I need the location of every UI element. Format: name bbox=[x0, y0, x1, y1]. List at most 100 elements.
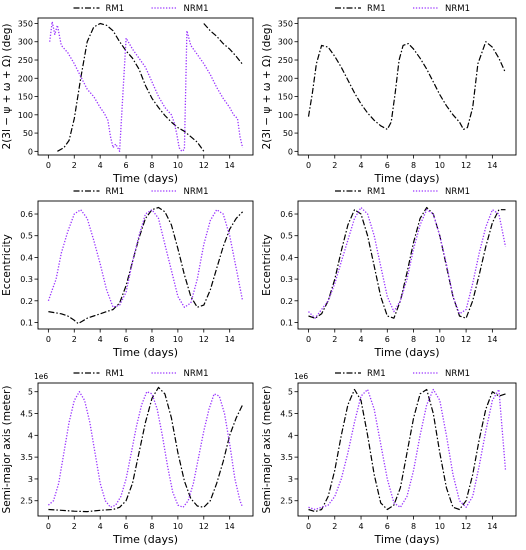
y-tick-label: 0.6 bbox=[280, 210, 293, 219]
y-tick-label: 3.5 bbox=[280, 453, 293, 462]
chart-panel-4: 0 2 4 6 8 10 12 14 0.1 0.2 0.3 0.4 0.5 0.6 Time (days)… bbox=[261, 187, 517, 359]
x-tick-label: 12 bbox=[461, 161, 471, 170]
y-tick-label: 4 bbox=[28, 431, 33, 440]
x-tick-label: 2 bbox=[332, 522, 337, 531]
y-tick-label: 150 bbox=[278, 93, 293, 102]
x-tick-label: 0 bbox=[46, 522, 51, 531]
x-tick-label: 8 bbox=[411, 522, 416, 531]
legend-label-rm1: RM1 bbox=[367, 369, 386, 379]
y-tick-label: 4.5 bbox=[20, 410, 33, 419]
y-tick-label: 0.5 bbox=[280, 232, 293, 241]
y-tick-label: 0 bbox=[28, 147, 33, 156]
x-axis-label: Time (days) bbox=[374, 346, 440, 359]
legend: RM1 NRM1 bbox=[73, 4, 209, 14]
x-axis-label: Time (days) bbox=[112, 172, 178, 185]
x-tick-label: 4 bbox=[358, 522, 363, 531]
series-line-rm1 bbox=[307, 41, 507, 130]
series-line-nrm1 bbox=[47, 209, 244, 308]
legend-label-nrm1: NRM1 bbox=[445, 187, 470, 197]
legend-label-nrm1: NRM1 bbox=[184, 4, 209, 14]
chart-panel-3: 0 2 4 6 8 10 12 14 0.1 0.2 0.3 0.4 0.5 0.6 Time (days)… bbox=[1, 187, 254, 359]
series-line-rm1 bbox=[48, 206, 244, 325]
y-tick-label: 5 bbox=[28, 388, 33, 397]
x-tick-label: 0 bbox=[306, 161, 311, 170]
legend-label-rm1: RM1 bbox=[367, 187, 386, 197]
x-tick-label: 0 bbox=[306, 335, 311, 344]
y-tick-label: 0.3 bbox=[20, 275, 33, 284]
x-tick-label: 6 bbox=[124, 335, 129, 344]
y-tick-label: 250 bbox=[278, 56, 293, 65]
y-tick-label: 0.2 bbox=[20, 297, 33, 306]
x-tick-label: 4 bbox=[358, 335, 363, 344]
plot-frame bbox=[37, 200, 254, 330]
x-axis-label: Time (days) bbox=[374, 533, 440, 546]
y-tick-label: 2.5 bbox=[280, 497, 293, 506]
x-tick-label: 4 bbox=[98, 161, 103, 170]
y-tick-label: 0.4 bbox=[20, 253, 33, 262]
x-tick-label: 6 bbox=[385, 335, 390, 344]
x-tick-label: 14 bbox=[225, 161, 235, 170]
x-tick-label: 0 bbox=[46, 335, 51, 344]
y-tick-label: 150 bbox=[18, 93, 33, 102]
y-tick-label: 0.3 bbox=[280, 275, 293, 284]
chart-panel-1: 0 2 4 6 8 10 12 14 0 50 100 150 200 250 300 350 Time (da… bbox=[1, 4, 254, 185]
y-tick-label: 50 bbox=[23, 129, 33, 138]
series-line-rm1 bbox=[57, 22, 205, 152]
y-offset-label: 1e6 bbox=[294, 372, 308, 381]
x-tick-label: 2 bbox=[72, 522, 77, 531]
x-tick-label: 12 bbox=[461, 335, 471, 344]
series-line-nrm1 bbox=[47, 391, 244, 508]
legend-label-nrm1: NRM1 bbox=[184, 369, 209, 379]
x-tick-label: 10 bbox=[173, 522, 183, 531]
y-tick-label: 0.2 bbox=[280, 297, 293, 306]
y-tick-label: 300 bbox=[278, 38, 293, 47]
x-tick-label: 0 bbox=[46, 161, 51, 170]
x-tick-label: 4 bbox=[98, 522, 103, 531]
x-tick-label: 4 bbox=[358, 161, 363, 170]
x-tick-label: 14 bbox=[487, 522, 497, 531]
y-tick-label: 0.6 bbox=[20, 210, 33, 219]
series-line-rm1 bbox=[203, 23, 244, 65]
legend: RM1 NRM1 bbox=[335, 187, 470, 197]
x-tick-label: 10 bbox=[173, 161, 183, 170]
legend: RM1 NRM1 bbox=[335, 4, 470, 14]
y-tick-label: 100 bbox=[278, 111, 293, 120]
x-tick-label: 8 bbox=[149, 161, 154, 170]
y-tick-label: 2.5 bbox=[20, 497, 33, 506]
legend-label-nrm1: NRM1 bbox=[445, 4, 470, 14]
y-tick-label: 0.4 bbox=[280, 253, 293, 262]
x-tick-label: 12 bbox=[199, 522, 209, 531]
y-tick-label: 0.5 bbox=[20, 232, 33, 241]
x-tick-label: 0 bbox=[306, 522, 311, 531]
legend-label-nrm1: NRM1 bbox=[184, 187, 209, 197]
x-tick-label: 12 bbox=[199, 161, 209, 170]
x-tick-label: 6 bbox=[385, 522, 390, 531]
y-offset-label: 1e6 bbox=[34, 372, 48, 381]
x-tick-label: 4 bbox=[98, 335, 103, 344]
legend-label-rm1: RM1 bbox=[106, 187, 125, 197]
x-tick-label: 14 bbox=[225, 335, 235, 344]
y-axis-label: Semi-major axis (meter) bbox=[261, 386, 273, 514]
y-axis-label: Eccentricity bbox=[1, 234, 13, 296]
y-axis-label: 2(3l − ψ + ω + Ω) (deg) bbox=[1, 24, 13, 150]
x-axis-label: Time (days) bbox=[112, 533, 178, 546]
y-tick-label: 4.5 bbox=[280, 410, 293, 419]
x-tick-label: 12 bbox=[199, 335, 209, 344]
legend: RM1 NRM1 bbox=[73, 187, 209, 197]
x-tick-label: 6 bbox=[124, 161, 129, 170]
y-tick-label: 350 bbox=[18, 19, 33, 28]
y-axis-label: Semi-major axis (meter) bbox=[1, 386, 13, 514]
legend: RM1 NRM1 bbox=[73, 369, 209, 379]
y-tick-label: 0 bbox=[288, 147, 293, 156]
x-tick-label: 14 bbox=[487, 161, 497, 170]
x-tick-label: 8 bbox=[149, 335, 154, 344]
x-tick-label: 14 bbox=[225, 522, 235, 531]
y-tick-label: 4 bbox=[288, 431, 293, 440]
x-tick-label: 10 bbox=[173, 335, 183, 344]
series-line-rm1 bbox=[48, 386, 244, 513]
y-tick-label: 3.5 bbox=[20, 453, 33, 462]
x-tick-label: 8 bbox=[411, 335, 416, 344]
y-tick-label: 200 bbox=[18, 74, 33, 83]
